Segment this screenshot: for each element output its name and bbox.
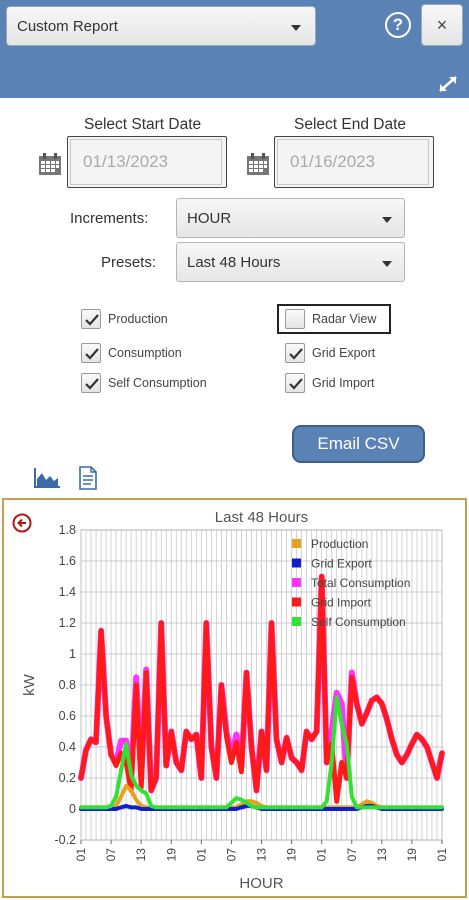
back-arrow-circle-icon[interactable] (12, 513, 32, 533)
x-tick-label: 01 (194, 848, 208, 862)
production-label: Production (108, 312, 168, 326)
end-date-label: Select End Date (294, 116, 407, 133)
expand-icon[interactable] (437, 74, 459, 94)
calendar-icon[interactable] (38, 152, 62, 176)
checkmark-icon (289, 378, 303, 390)
chart-title: Last 48 Hours (215, 509, 308, 526)
checkmark-icon (85, 378, 99, 390)
checkmark-icon (85, 348, 99, 360)
y-tick-label: -0.2 (54, 833, 76, 847)
presets-value: Last 48 Hours (187, 254, 281, 271)
y-tick-label: 1.4 (59, 585, 76, 599)
header-bar: Custom Report ? × (0, 0, 469, 98)
legend-entry: Grid Import (311, 596, 372, 610)
x-axis-label: HOUR (239, 875, 283, 892)
checkmark-icon (85, 314, 99, 326)
report-type-value: Custom Report (17, 18, 118, 35)
y-tick-label: 0 (69, 802, 76, 816)
consumption-label: Consumption (108, 346, 182, 360)
start-date-label: Select Start Date (84, 116, 202, 133)
start-date-field-frame (67, 136, 227, 188)
presets-label: Presets: (101, 254, 157, 271)
end-date-field-frame (274, 136, 434, 188)
grid-import-label: Grid Import (312, 376, 375, 390)
legend-swatch (292, 597, 301, 607)
area-chart-icon[interactable] (33, 467, 61, 489)
legend-entry: Production (311, 537, 368, 551)
legend-entry: Total Consumption (311, 576, 410, 590)
legend-entry: Self Consumption (311, 615, 406, 629)
end-date-input[interactable] (277, 139, 429, 185)
close-button[interactable]: × (421, 4, 463, 46)
x-tick-label: 19 (285, 848, 299, 862)
chevron-down-icon (291, 25, 301, 31)
legend-entry: Grid Export (311, 557, 372, 571)
increments-dropdown[interactable]: HOUR (176, 198, 405, 238)
checkmark-icon (289, 348, 303, 360)
question-circle-icon[interactable]: ? (385, 12, 411, 38)
email-csv-button[interactable]: Email CSV (292, 425, 425, 463)
legend-swatch (292, 617, 301, 626)
x-tick-label: 07 (224, 848, 238, 862)
y-tick-label: 0.8 (59, 678, 76, 692)
legend-swatch (292, 578, 301, 587)
x-tick-label: 01 (74, 848, 88, 862)
y-axis-label: kW (21, 673, 38, 696)
calendar-icon[interactable] (246, 152, 270, 176)
increments-value: HOUR (187, 210, 232, 227)
grid-export-label: Grid Export (312, 346, 376, 360)
chevron-down-icon (382, 217, 392, 223)
series-line-grid-import (78, 574, 445, 804)
x-tick-label: 01 (315, 848, 329, 862)
radar-view-focus-frame (277, 304, 391, 334)
y-tick-label: 1.6 (59, 554, 76, 568)
x-tick-label: 07 (104, 848, 118, 862)
chart-panel: Last 48 Hours -0.2 0 0.2 0.4 0.6 0.8 1 1.2 1.4 1.6… (2, 498, 467, 898)
presets-dropdown[interactable]: Last 48 Hours (176, 242, 405, 282)
document-icon[interactable] (79, 466, 97, 490)
legend-swatch (292, 539, 301, 548)
self-consumption-label: Self Consumption (108, 376, 207, 390)
x-tick-label: 07 (345, 848, 359, 862)
x-tick-label: 13 (375, 848, 389, 862)
x-tick-label: 13 (255, 848, 269, 862)
consumption-line-chart[interactable]: Last 48 Hours -0.2 0 0.2 0.4 0.6 0.8 1 1.2 1.4 1.6… (4, 500, 465, 896)
series-line-self-consumption (79, 695, 444, 810)
x-tick-label: 13 (134, 848, 148, 862)
y-tick-label: 0.4 (59, 740, 76, 754)
y-tick-label: 1.2 (59, 616, 76, 630)
y-tick-label: 1.8 (59, 523, 76, 537)
y-tick-label: 0.6 (59, 709, 76, 723)
increments-label: Increments: (70, 210, 149, 227)
y-tick-label: 1 (69, 647, 76, 661)
chevron-down-icon (382, 261, 392, 267)
x-tick-label: 01 (435, 848, 449, 862)
x-tick-label: 19 (405, 848, 419, 862)
legend-swatch (292, 558, 301, 568)
start-date-input[interactable] (70, 139, 222, 185)
x-tick-label: 19 (164, 848, 178, 862)
y-tick-label: 0.2 (59, 771, 76, 785)
report-type-dropdown[interactable]: Custom Report (6, 6, 316, 46)
radar-view-label: Radar View (312, 312, 377, 326)
